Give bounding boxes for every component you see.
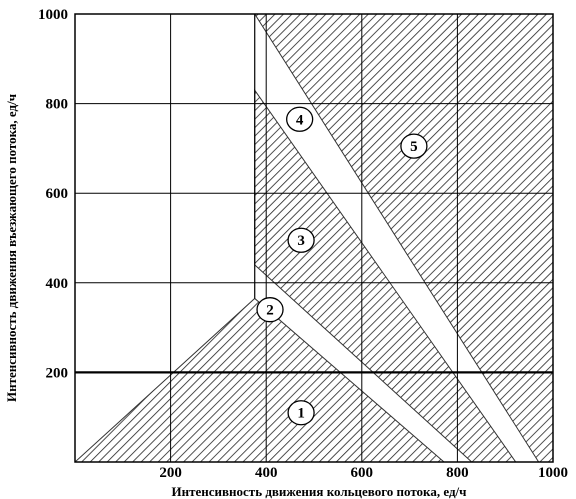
zone-3-circle <box>287 227 315 253</box>
zone-2-label: 2 <box>266 303 274 319</box>
zone-1-circle <box>287 400 315 426</box>
y-tick-label: 600 <box>46 186 69 202</box>
y-tick-label: 800 <box>46 97 69 113</box>
y-tick-label: 200 <box>46 365 69 381</box>
zone-5-area <box>254 14 553 462</box>
x-tick-label: 600 <box>351 465 374 481</box>
plot-frame <box>74 13 554 463</box>
x-tick-label: 1000 <box>538 465 568 481</box>
zone-4-circle <box>286 106 314 132</box>
y-axis-label: Интенсивность движения въезжающего поток… <box>4 94 19 402</box>
zone-2-circle <box>256 297 284 323</box>
zones <box>75 14 553 462</box>
grid <box>74 13 554 463</box>
zone-3-label: 3 <box>297 233 305 249</box>
zone-5-outline <box>254 14 553 462</box>
y-tick-label: 400 <box>46 276 69 292</box>
zone-markers: 1 2 3 4 5 <box>256 106 428 426</box>
x-tick-label: 400 <box>255 465 278 481</box>
zone-1-area <box>75 298 445 462</box>
zone-4-label: 4 <box>296 112 304 128</box>
zone-5-label: 5 <box>410 139 418 155</box>
x-tick-label: 800 <box>446 465 469 481</box>
y-tick-label: 1000 <box>38 7 68 23</box>
zone-1-outline <box>75 297 445 462</box>
x-axis-label: Интенсивность движения кольцевого потока… <box>172 484 467 499</box>
zone-1-label: 1 <box>297 406 305 422</box>
tick-labels: 200 400 600 800 1000 200 400 600 800 1000 <box>38 7 568 481</box>
zone-5-circle <box>400 133 428 159</box>
x-tick-label: 200 <box>159 465 182 481</box>
